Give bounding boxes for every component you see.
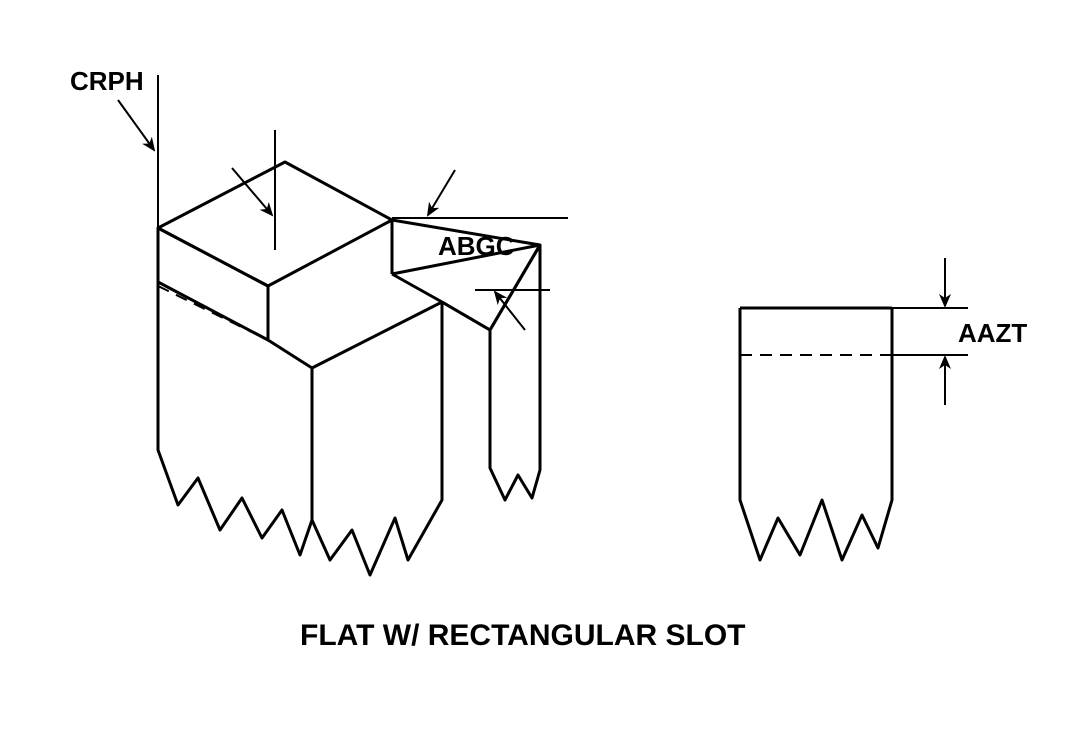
label-aazt: AAZT [958,318,1027,348]
right-view [740,308,892,560]
label-abgc: ABGC [438,231,515,261]
diagram-caption: FLAT W/ RECTANGULAR SLOT [300,619,746,652]
label-crph: CRPH [70,66,144,96]
isometric-block [158,162,540,575]
technical-diagram: CRPH ABGC AAZT FLAT W/ RECTANGULAR SLOT [0,0,1068,737]
